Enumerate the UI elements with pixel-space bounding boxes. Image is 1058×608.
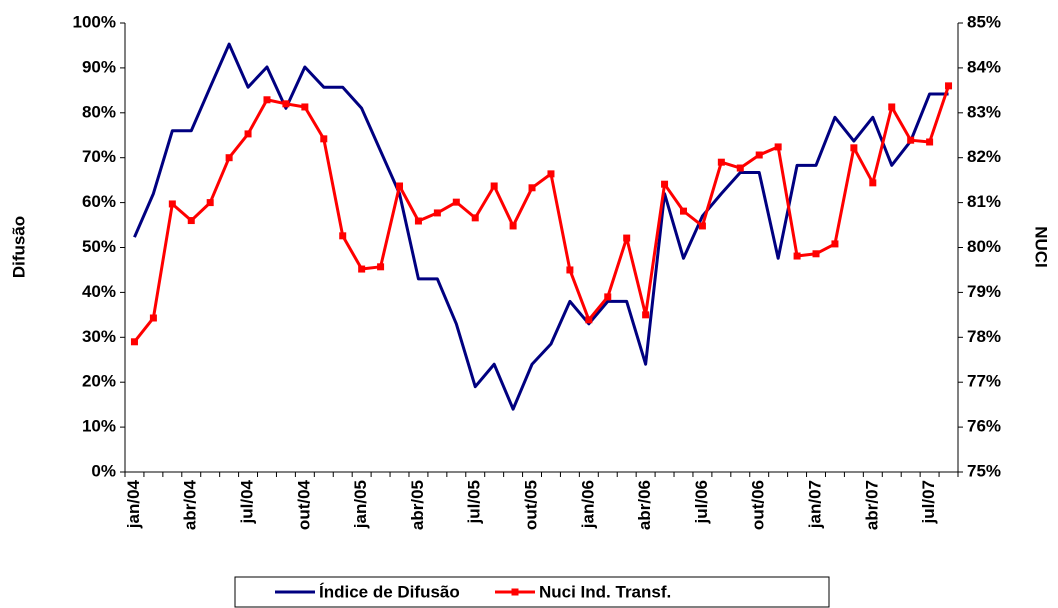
- series-marker: [225, 154, 233, 162]
- series-marker: [907, 136, 915, 144]
- y-tick-label: 40%: [82, 282, 116, 301]
- series-marker: [926, 138, 934, 146]
- legend-label: Índice de Difusão: [319, 582, 460, 601]
- series-marker: [528, 184, 536, 192]
- series-marker: [661, 180, 669, 188]
- legend-marker: [511, 588, 519, 596]
- y2-tick-label: 79%: [967, 282, 1001, 301]
- series-marker: [452, 198, 460, 206]
- series-marker: [566, 266, 574, 274]
- series-marker: [869, 179, 877, 187]
- y2-tick-label: 77%: [967, 372, 1001, 391]
- series-marker: [850, 144, 858, 152]
- y2-tick-label: 82%: [967, 147, 1001, 166]
- y-tick-label: 10%: [82, 417, 116, 436]
- x-tick-label: out/04: [294, 479, 313, 530]
- series-marker: [414, 217, 422, 225]
- x-tick-label: abr/04: [181, 479, 200, 530]
- x-tick-label: jul/06: [692, 480, 711, 524]
- y-tick-label: 90%: [82, 57, 116, 76]
- series-marker: [679, 207, 687, 215]
- x-tick-label: jul/05: [465, 480, 484, 524]
- series-marker: [945, 82, 953, 90]
- series-marker: [396, 182, 404, 190]
- x-tick-label: out/05: [522, 480, 541, 530]
- series-marker: [755, 151, 763, 159]
- x-tick-label: abr/06: [635, 480, 654, 530]
- y2-axis-title: NUCI: [1032, 226, 1051, 268]
- y-tick-label: 60%: [82, 192, 116, 211]
- series-marker: [812, 250, 820, 258]
- series-marker: [604, 293, 612, 301]
- series-line: [133, 85, 950, 343]
- y2-tick-label: 78%: [967, 327, 1001, 346]
- y-tick-label: 20%: [82, 372, 116, 391]
- y-tick-label: 30%: [82, 327, 116, 346]
- series-marker: [149, 314, 157, 322]
- series-marker: [377, 263, 385, 271]
- series-marker: [320, 135, 328, 143]
- series-marker: [301, 103, 309, 111]
- y2-tick-label: 81%: [967, 192, 1001, 211]
- x-tick-label: jan/04: [124, 479, 143, 529]
- series-marker: [339, 232, 347, 240]
- series-marker: [623, 234, 631, 242]
- x-tick-label: jan/07: [805, 480, 824, 529]
- x-tick-label: jan/05: [351, 480, 370, 529]
- y-tick-label: 100%: [73, 12, 116, 31]
- series-marker: [244, 130, 252, 138]
- y-tick-label: 0%: [91, 461, 116, 480]
- y2-tick-label: 80%: [967, 237, 1001, 256]
- series-marker: [585, 316, 593, 324]
- series-marker: [263, 96, 271, 104]
- series-marker: [490, 182, 498, 190]
- x-tick-label: out/06: [749, 480, 768, 530]
- series-marker: [547, 170, 555, 178]
- series-marker: [433, 209, 441, 217]
- series-marker: [642, 311, 650, 319]
- series-marker: [509, 222, 517, 230]
- series-marker: [888, 103, 896, 111]
- series-marker: [717, 158, 725, 166]
- series-marker: [168, 200, 176, 208]
- y2-tick-label: 84%: [967, 57, 1001, 76]
- series-marker: [831, 240, 839, 248]
- series-marker: [471, 214, 479, 222]
- legend-label: Nuci Ind. Transf.: [539, 582, 671, 601]
- series-marker: [698, 222, 706, 230]
- x-tick-label: jan/06: [578, 480, 597, 529]
- x-tick-label: jul/04: [238, 479, 257, 524]
- y-tick-label: 80%: [82, 102, 116, 121]
- x-tick-label: abr/05: [408, 480, 427, 530]
- series-line: [133, 42, 949, 411]
- series-marker: [358, 265, 366, 273]
- series-marker: [187, 217, 195, 225]
- y-tick-label: 50%: [82, 237, 116, 256]
- series-marker: [793, 252, 801, 260]
- series-marker: [736, 164, 744, 172]
- series-marker: [282, 100, 290, 108]
- y2-tick-label: 75%: [967, 461, 1001, 480]
- series-marker: [130, 338, 138, 346]
- y2-tick-label: 85%: [967, 12, 1001, 31]
- series-marker: [206, 199, 214, 207]
- y2-tick-label: 83%: [967, 102, 1001, 121]
- y-tick-label: 70%: [82, 147, 116, 166]
- y-axis-title: Difusão: [9, 216, 28, 278]
- x-tick-label: jul/07: [919, 480, 938, 524]
- y2-tick-label: 76%: [967, 417, 1001, 436]
- x-tick-label: abr/07: [862, 480, 881, 530]
- series-marker: [774, 143, 782, 151]
